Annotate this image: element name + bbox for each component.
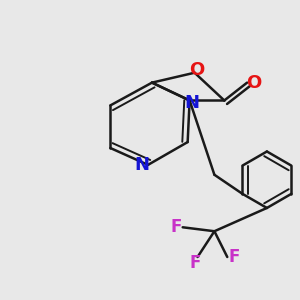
Text: F: F — [190, 254, 201, 272]
Text: N: N — [184, 94, 200, 112]
Text: O: O — [189, 61, 205, 79]
Text: N: N — [134, 156, 149, 174]
Text: O: O — [246, 74, 261, 92]
Text: F: F — [170, 218, 182, 236]
Text: F: F — [228, 248, 239, 266]
